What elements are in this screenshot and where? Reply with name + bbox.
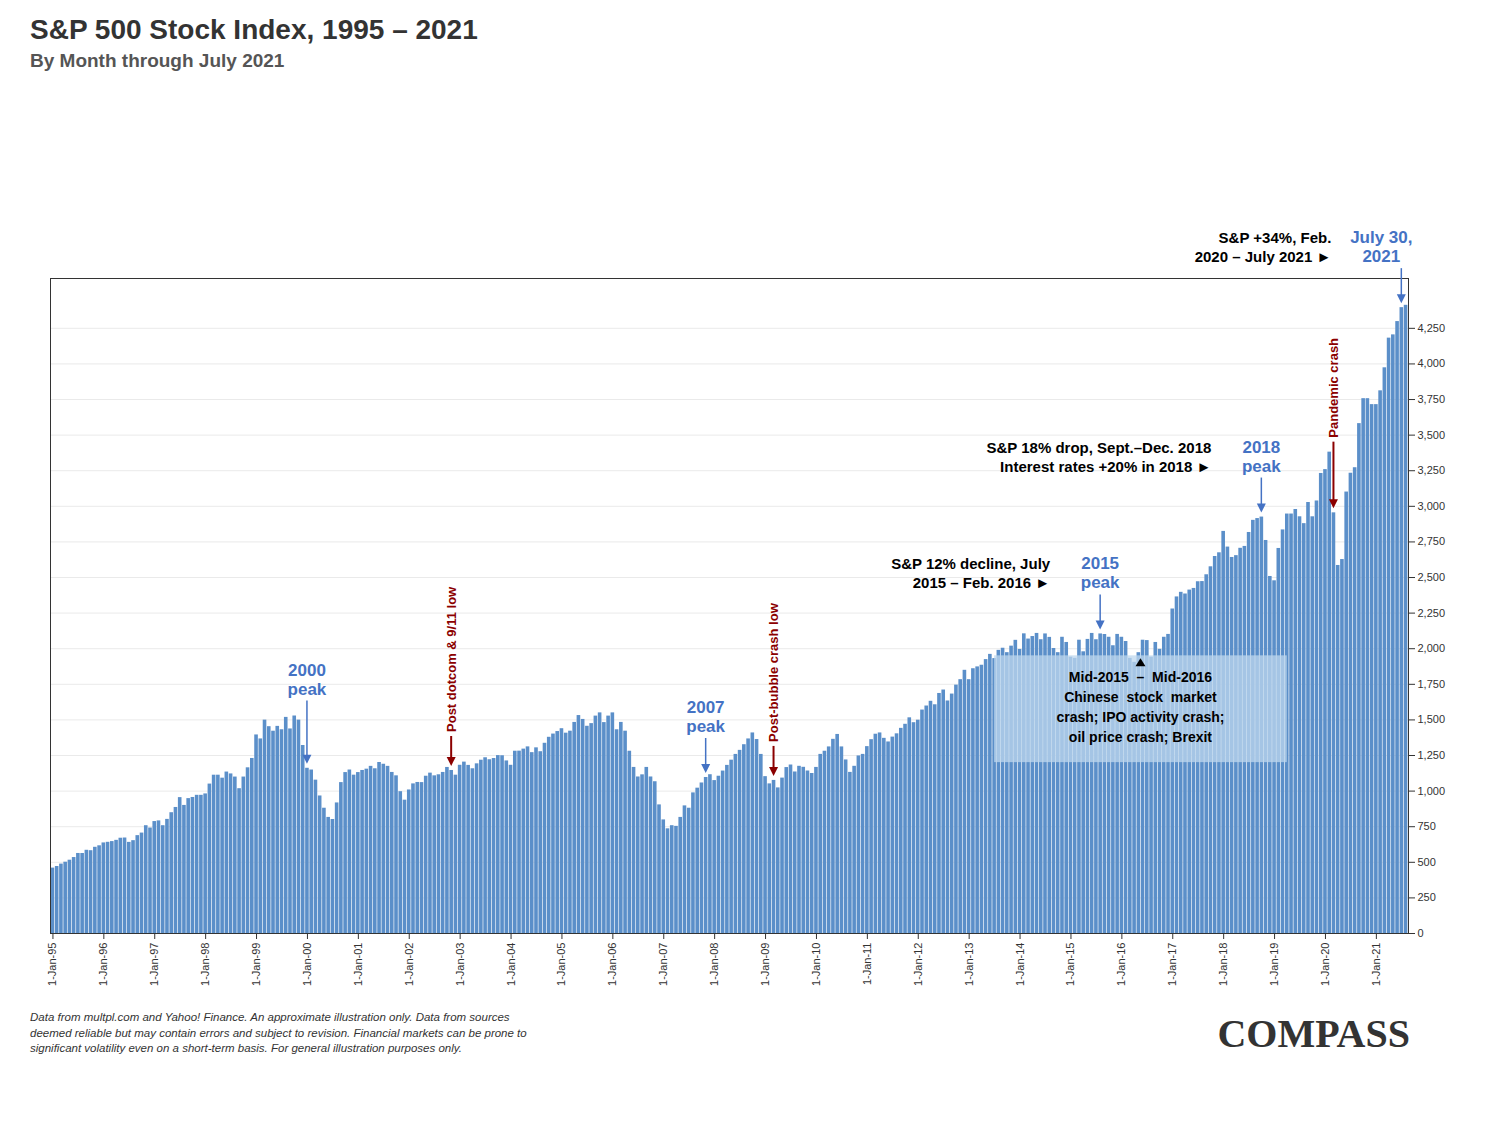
svg-text:1-Jan-96: 1-Jan-96 xyxy=(97,943,109,986)
svg-text:1-Jan-12: 1-Jan-12 xyxy=(912,943,924,986)
svg-text:4,250: 4,250 xyxy=(1418,322,1446,334)
svg-text:1-Jan-98: 1-Jan-98 xyxy=(199,943,211,986)
svg-text:Pandemic crash: Pandemic crash xyxy=(1326,338,1341,438)
svg-text:1-Jan-05: 1-Jan-05 xyxy=(555,943,567,986)
svg-text:2,500: 2,500 xyxy=(1418,571,1446,583)
svg-text:2000peak: 2000peak xyxy=(288,661,327,699)
svg-text:3,000: 3,000 xyxy=(1418,500,1446,512)
svg-text:1-Jan-11: 1-Jan-11 xyxy=(861,943,873,986)
svg-text:S&P 18% drop, Sept.–Dec. 2018I: S&P 18% drop, Sept.–Dec. 2018Interest ra… xyxy=(987,439,1212,475)
svg-text:1-Jan-13: 1-Jan-13 xyxy=(963,943,975,986)
svg-text:1-Jan-10: 1-Jan-10 xyxy=(810,943,822,986)
html-text:By Month through July 2021: By Month through July 2021 xyxy=(30,50,285,71)
svg-text:1-Jan-20: 1-Jan-20 xyxy=(1319,943,1331,986)
svg-text:1,250: 1,250 xyxy=(1418,749,1446,761)
svg-text:1-Jan-09: 1-Jan-09 xyxy=(759,943,771,986)
svg-text:1-Jan-01: 1-Jan-01 xyxy=(352,943,364,986)
svg-text:3,250: 3,250 xyxy=(1418,464,1446,476)
svg-text:2018peak: 2018peak xyxy=(1242,438,1281,476)
svg-text:S&P +34%, Feb.2020 – July 2021: S&P +34%, Feb.2020 – July 2021 ► xyxy=(1195,229,1332,265)
svg-text:1-Jan-03: 1-Jan-03 xyxy=(454,943,466,986)
svg-text:2,000: 2,000 xyxy=(1418,642,1446,654)
svg-text:4,000: 4,000 xyxy=(1418,357,1446,369)
svg-text:1-Jan-21: 1-Jan-21 xyxy=(1370,943,1382,986)
svg-text:3,500: 3,500 xyxy=(1418,429,1446,441)
html-text:COMPASS: COMPASS xyxy=(1217,1011,1410,1056)
svg-text:1-Jan-17: 1-Jan-17 xyxy=(1166,943,1178,986)
svg-text:1-Jan-06: 1-Jan-06 xyxy=(606,943,618,986)
svg-text:1-Jan-18: 1-Jan-18 xyxy=(1217,943,1229,986)
svg-text:0: 0 xyxy=(1418,927,1424,939)
html-text:Data from multpl.com and Yahoo: Data from multpl.com and Yahoo! Finance.… xyxy=(30,1011,527,1054)
svg-text:Post-bubble crash low: Post-bubble crash low xyxy=(766,602,781,742)
svg-text:1-Jan-07: 1-Jan-07 xyxy=(657,943,669,986)
svg-text:2,250: 2,250 xyxy=(1418,607,1446,619)
svg-text:1,750: 1,750 xyxy=(1418,678,1446,690)
svg-text:2,750: 2,750 xyxy=(1418,535,1446,547)
svg-text:Mid-2015 – Mid-2016Chinese: Mid-2015 – Mid-2016Chinese stock marketc… xyxy=(1056,669,1224,745)
html-text:S&P 500 Stock Index, 1995 – 20: S&P 500 Stock Index, 1995 – 2021 xyxy=(30,14,478,45)
svg-text:750: 750 xyxy=(1418,820,1436,832)
svg-text:250: 250 xyxy=(1418,891,1436,903)
svg-text:1-Jan-99: 1-Jan-99 xyxy=(250,943,262,986)
svg-text:1-Jan-16: 1-Jan-16 xyxy=(1115,943,1127,986)
svg-text:3,750: 3,750 xyxy=(1418,393,1446,405)
svg-text:1-Jan-04: 1-Jan-04 xyxy=(505,943,517,986)
svg-text:2015peak: 2015peak xyxy=(1081,554,1120,592)
svg-text:1-Jan-00: 1-Jan-00 xyxy=(301,943,313,986)
svg-text:1-Jan-08: 1-Jan-08 xyxy=(708,943,720,986)
svg-text:1-Jan-97: 1-Jan-97 xyxy=(148,943,160,986)
svg-text:1-Jan-19: 1-Jan-19 xyxy=(1268,943,1280,986)
svg-text:1,500: 1,500 xyxy=(1418,713,1446,725)
svg-text:S&P 12% decline, July2015 – Fe: S&P 12% decline, July2015 – Feb. 2016 ► xyxy=(891,555,1051,591)
svg-text:1-Jan-14: 1-Jan-14 xyxy=(1014,943,1026,986)
svg-text:1-Jan-15: 1-Jan-15 xyxy=(1064,943,1076,986)
svg-text:1-Jan-95: 1-Jan-95 xyxy=(46,943,58,986)
svg-text:1-Jan-02: 1-Jan-02 xyxy=(403,943,415,986)
svg-text:July 30,2021: July 30,2021 xyxy=(1350,228,1412,266)
svg-text:Post dotcom & 9/11 low: Post dotcom & 9/11 low xyxy=(444,586,459,732)
svg-text:2007peak: 2007peak xyxy=(686,698,725,736)
svg-text:500: 500 xyxy=(1418,856,1436,868)
svg-text:1,000: 1,000 xyxy=(1418,785,1446,797)
